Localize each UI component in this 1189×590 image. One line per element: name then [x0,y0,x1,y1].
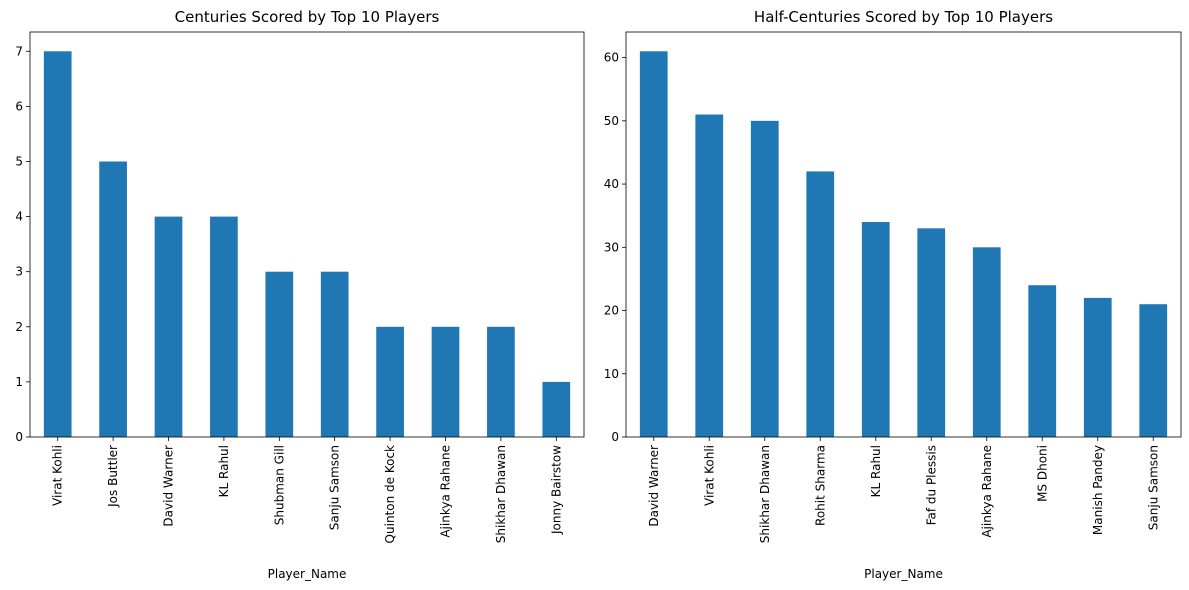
bar [320,271,349,437]
y-tick-label: 0 [15,430,23,444]
y-tick-label: 6 [15,99,23,113]
x-tick-label: Virat Kohli [702,445,716,506]
bar [542,381,571,437]
x-tick-label: KL Rahul [869,445,883,497]
bar [695,114,724,437]
x-tick-label: Virat Kohli [51,445,65,506]
x-tick-label: Ajinkya Rahane [439,445,453,538]
plot-frame [29,31,585,438]
bar [431,326,460,437]
x-tick-label: Jonny Bairstow [549,445,563,535]
y-tick-label: 60 [604,51,619,65]
y-tick-label: 3 [15,265,23,279]
plot-frame [625,31,1182,438]
bar [487,326,515,437]
y-tick-label: 0 [611,430,619,444]
y-tick-label: 20 [604,304,619,318]
y-tick-label: 4 [15,210,23,224]
bar [972,247,1001,437]
x-tick-label: David Warner [162,445,176,527]
y-tick-label: 30 [604,240,619,254]
x-tick-label: Faf du Plessis [924,445,938,525]
bar [376,326,404,437]
bar [265,271,294,437]
bar [1083,297,1112,437]
x-tick-label: MS Dhoni [1035,445,1049,502]
y-tick-label: 5 [15,154,23,168]
x-axis-label: Player_Name [268,567,347,581]
x-tick-label: Rohit Sharma [813,445,827,526]
bar [750,120,779,437]
bar [861,222,890,437]
y-tick-label: 50 [604,114,619,128]
y-tick-label: 1 [15,375,23,389]
y-tick-label: 7 [15,44,23,58]
y-tick-label: 40 [604,177,619,191]
x-tick-label: Shubman Gill [272,445,286,525]
chart-title: Half-Centuries Scored by Top 10 Players [754,8,1053,26]
x-tick-label: Quinton de Kock [383,445,397,543]
chart-title: Centuries Scored by Top 10 Players [175,8,440,26]
bar [806,171,835,438]
y-tick-label: 10 [604,367,619,381]
x-tick-label: Shikhar Dhawan [494,445,508,543]
x-tick-label: Shikhar Dhawan [758,445,772,543]
bar [99,161,127,437]
x-axis-label: Player_Name [864,567,943,581]
x-tick-label: Jos Buttler [106,445,120,508]
bar [210,216,238,437]
bar [154,216,183,437]
bar [1139,304,1168,437]
half-centuries-chart: Half-Centuries Scored by Top 10 Players 0… [604,8,1182,581]
bar [1028,285,1057,437]
x-tick-label: KL Rahul [217,445,231,497]
centuries-chart: Centuries Scored by Top 10 Players 0 1 2 3 4 5… [15,8,585,581]
bar [43,51,72,438]
bar [917,228,946,437]
bar [639,51,668,438]
x-tick-label: Manish Pandey [1091,445,1105,535]
x-tick-label: David Warner [647,445,661,527]
x-tick-label: Ajinkya Rahane [980,445,994,538]
x-tick-label: Sanju Samson [328,445,342,530]
y-tick-label: 2 [15,320,23,334]
x-tick-label: Sanju Samson [1146,445,1160,530]
